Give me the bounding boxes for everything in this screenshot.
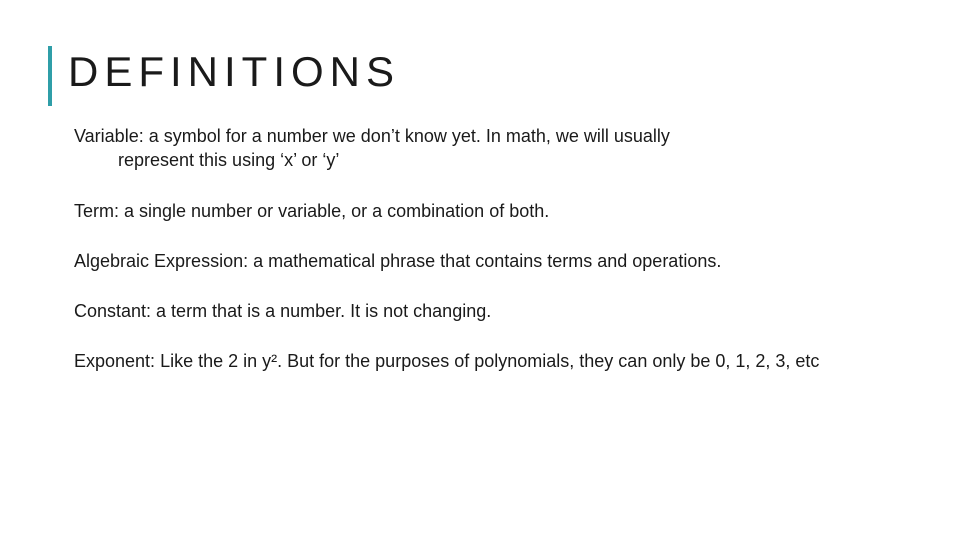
definition-text: Algebraic Expression: a mathematical phr… (74, 251, 721, 271)
definition-text: Variable: a symbol for a number we don’t… (74, 126, 670, 146)
definition-exponent: Exponent: Like the 2 in y². But for the … (74, 349, 890, 373)
definition-text: Exponent: Like the 2 in y². But for the … (74, 351, 819, 371)
accent-bar-icon (48, 46, 52, 106)
definition-term: Term: a single number or variable, or a … (74, 199, 890, 223)
definition-text-cont: represent this using ‘x’ or ‘y’ (74, 148, 890, 172)
slide: DEFINITIONS Variable: a symbol for a num… (0, 0, 960, 540)
definition-text: Term: a single number or variable, or a … (74, 201, 549, 221)
definition-constant: Constant: a term that is a number. It is… (74, 299, 890, 323)
definition-variable: Variable: a symbol for a number we don’t… (74, 124, 890, 173)
definition-text: Constant: a term that is a number. It is… (74, 301, 491, 321)
title-section: DEFINITIONS (48, 48, 890, 96)
definitions-list: Variable: a symbol for a number we don’t… (48, 124, 890, 374)
definition-algebraic-expression: Algebraic Expression: a mathematical phr… (74, 249, 890, 273)
slide-title: DEFINITIONS (68, 48, 890, 96)
